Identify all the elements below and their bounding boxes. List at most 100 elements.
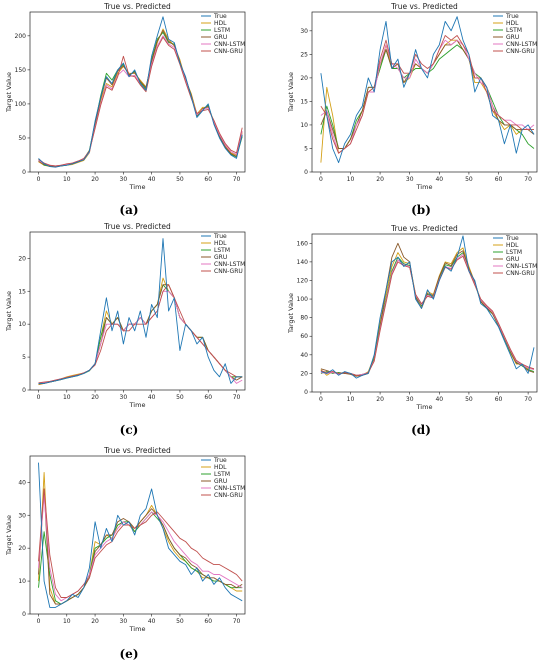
y-axis-label: Target Value	[287, 72, 295, 113]
y-tick-label: 10	[300, 122, 308, 129]
legend-entry: GRU	[506, 34, 519, 41]
legend-entry: HDL	[214, 464, 227, 471]
x-tick-label: 50	[465, 396, 473, 403]
legend-entry: LSTM	[214, 471, 230, 478]
plot-frame	[311, 233, 538, 393]
series-line-true	[320, 235, 535, 379]
y-tick-label: 20	[18, 545, 26, 552]
legend-entry: HDL	[506, 20, 519, 27]
x-tick-label: 10	[347, 176, 355, 183]
x-tick-label: 0	[37, 394, 41, 401]
series-line-gru	[38, 284, 243, 385]
legend-entry: True	[505, 235, 519, 242]
plot-frame	[29, 455, 246, 615]
x-tick-label: 50	[176, 394, 184, 401]
y-tick-label: 0	[22, 169, 26, 176]
x-tick-label: 20	[91, 176, 99, 183]
y-tick-label: 5	[304, 145, 308, 152]
series-line-cnn-lstm	[320, 39, 535, 154]
legend-entry: LSTM	[506, 27, 522, 34]
y-tick-label: 80	[300, 315, 308, 322]
legend-entry: True	[213, 233, 227, 240]
series-line-gru	[320, 242, 535, 377]
series-line-lstm	[38, 284, 243, 384]
y-axis-label: Target Value	[5, 72, 13, 113]
x-tick-label: 10	[63, 176, 71, 183]
x-tick-label: 30	[406, 176, 414, 183]
y-tick-label: 0	[22, 387, 26, 394]
legend-entry: GRU	[214, 34, 227, 41]
series-line-cnn-lstm	[38, 290, 243, 384]
series-line-cnn-lstm	[38, 35, 243, 167]
y-tick-label: 15	[300, 98, 308, 105]
x-tick-label: 70	[524, 176, 532, 183]
legend-entry: CNN-LSTM	[506, 41, 537, 48]
x-tick-label: 60	[495, 176, 503, 183]
series-line-hdl	[38, 277, 243, 386]
series-line-cnn-gru	[320, 255, 535, 376]
series-line-cnn-lstm	[38, 495, 243, 602]
chart-title: True vs. Predicted	[390, 2, 458, 11]
x-axis-label: Time	[416, 403, 433, 411]
x-tick-label: 40	[148, 618, 156, 625]
x-tick-label: 30	[120, 618, 128, 625]
y-tick-label: 100	[297, 296, 309, 303]
x-tick-label: 40	[148, 176, 156, 183]
series-line-gru	[320, 39, 535, 149]
panel-label: (e)	[120, 647, 139, 661]
x-tick-label: 60	[204, 618, 212, 625]
x-axis-label: Time	[416, 183, 433, 191]
x-tick-label: 70	[233, 176, 241, 183]
legend-entry: LSTM	[506, 249, 522, 256]
x-axis-label: Time	[129, 183, 146, 191]
y-tick-label: 160	[297, 240, 309, 247]
y-tick-label: 10	[18, 321, 26, 328]
y-tick-label: 40	[300, 352, 308, 359]
chart-title: True vs. Predicted	[103, 446, 171, 455]
x-tick-label: 0	[37, 176, 41, 183]
legend-entry: CNN-GRU	[214, 48, 243, 55]
y-tick-label: 0	[22, 611, 26, 618]
legend-entry: True	[213, 13, 227, 20]
chart-panel: True vs. Predicted 0 10 20 30 40 50 60 70 0 5 10 15 2…	[5, 222, 246, 437]
legend-entry: CNN-GRU	[214, 268, 243, 275]
series-line-true	[38, 238, 243, 384]
series-line-true	[320, 16, 535, 164]
panel-label: (a)	[119, 203, 138, 217]
legend-entry: HDL	[214, 240, 227, 247]
series-line-hdl	[320, 39, 534, 163]
legend-entry: True	[505, 13, 519, 20]
panel-label: (c)	[120, 423, 139, 437]
legend-entry: CNN-LSTM	[214, 41, 245, 48]
chart-panel: True vs. Predicted 0 10 20 30 40 50 60 70 0 20 40 60…	[287, 224, 538, 437]
x-tick-label: 70	[524, 396, 532, 403]
series-line-cnn-gru	[38, 284, 243, 384]
x-tick-label: 30	[120, 176, 128, 183]
y-tick-label: 120	[297, 277, 309, 284]
legend-entry: HDL	[506, 242, 519, 249]
legend-entry: CNN-LSTM	[214, 261, 245, 268]
series-line-hdl	[38, 28, 243, 168]
chart-title: True vs. Predicted	[103, 222, 171, 231]
legend-entry: CNN-GRU	[214, 492, 243, 499]
x-tick-label: 60	[204, 176, 212, 183]
legend-entry: LSTM	[214, 247, 230, 254]
x-tick-label: 70	[233, 394, 241, 401]
series-line-gru	[38, 488, 243, 605]
chart-panel: True vs. Predicted 0 10 20 30 40 50 60 70 0 10 20 30…	[5, 446, 246, 661]
chart-panel: True vs. Predicted 0 10 20 30 40 50 60 70 0 5 10 15 2…	[287, 2, 538, 217]
x-tick-label: 20	[376, 176, 384, 183]
chart-title: True vs. Predicted	[390, 224, 458, 233]
legend-entry: GRU	[214, 478, 227, 485]
y-tick-label: 150	[15, 67, 27, 74]
series-line-hdl	[320, 247, 534, 377]
x-tick-label: 10	[63, 394, 71, 401]
x-tick-label: 20	[91, 618, 99, 625]
x-tick-label: 20	[376, 396, 384, 403]
chart-title: True vs. Predicted	[103, 2, 171, 11]
y-tick-label: 15	[18, 288, 26, 295]
x-tick-label: 70	[233, 618, 241, 625]
y-tick-label: 0	[304, 389, 308, 396]
y-tick-label: 0	[304, 169, 308, 176]
